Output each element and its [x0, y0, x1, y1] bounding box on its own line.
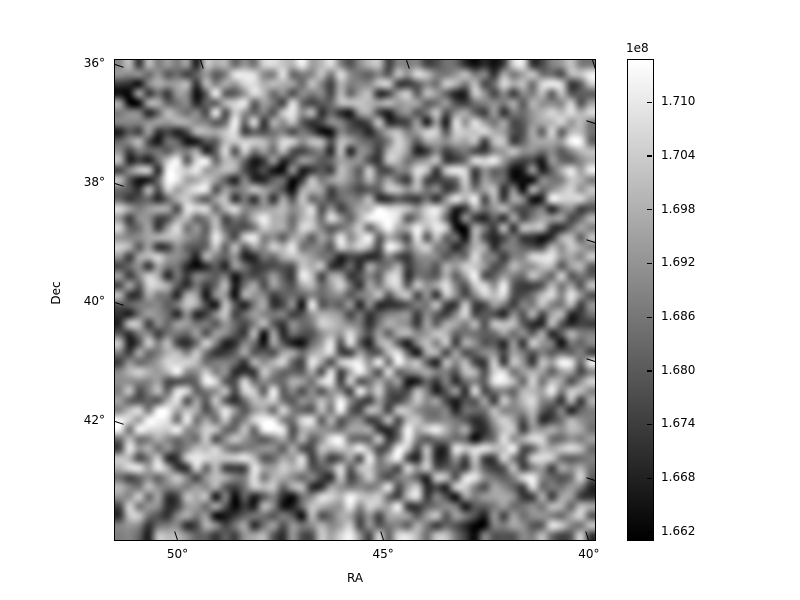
colorbar-scale-label: 1e8	[626, 41, 649, 55]
colorbar-tick	[647, 477, 652, 479]
colorbar-tick	[647, 423, 652, 426]
y-tick-label: 38°	[83, 175, 105, 190]
colorbar-tick-label: 1.692	[661, 255, 696, 270]
x-axis-label: RA	[346, 571, 364, 585]
colorbar-tick-label: 1.686	[661, 309, 696, 323]
y-tick-label: 42°	[83, 413, 105, 428]
colorbar-tick	[647, 155, 652, 157]
colorbar-tick	[647, 262, 652, 265]
x-tick-label: 50°	[166, 547, 189, 561]
colorbar-tick-label: 1.680	[661, 362, 696, 377]
colorbar-tick-label: 1.710	[661, 94, 696, 109]
colorbar-tick	[647, 209, 652, 211]
x-tick-label: 45°	[372, 547, 394, 561]
colorbar-tick-label: 1.674	[661, 416, 696, 431]
colorbar-tick	[647, 101, 652, 103]
colorbar-tick	[647, 370, 652, 372]
colorbar-tick-label: 1.704	[661, 147, 696, 162]
heatmap-canvas	[115, 60, 595, 540]
colorbar-tick-label: 1.668	[661, 470, 696, 485]
y-tick-label: 40°	[83, 294, 105, 309]
colorbar-tick-label: 1.698	[661, 201, 696, 216]
colorbar-gradient	[628, 60, 653, 540]
heatmap-plot	[114, 59, 597, 541]
colorbar	[627, 59, 654, 541]
colorbar-tick	[647, 531, 652, 533]
colorbar-tick-label: 1.662	[661, 523, 696, 538]
y-tick-label: 36°	[83, 56, 105, 71]
colorbar-tick	[647, 316, 652, 318]
x-tick-label: 40°	[578, 547, 600, 561]
